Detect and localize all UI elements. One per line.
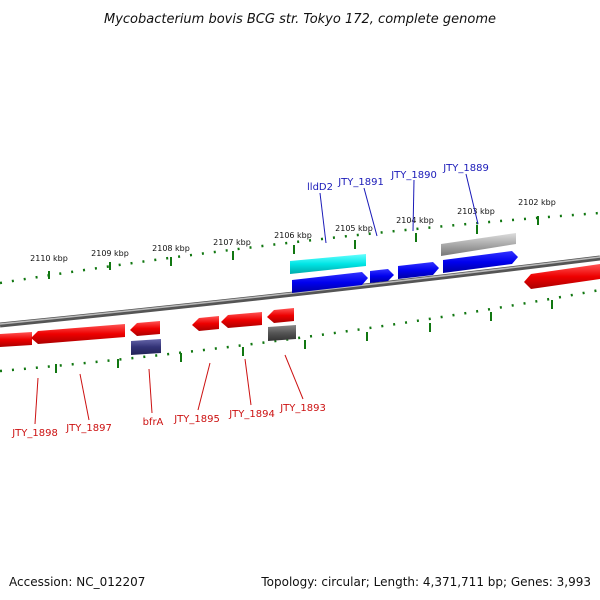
inner-tick-track [0,288,600,373]
outer-tick-track [0,211,600,285]
forward-label-leaders [319,173,479,244]
feature-jty-1891-cds[interactable] [370,269,394,283]
gene-label-jty-1890: JTY_1890 [390,170,437,181]
tick-label-2102: 2102 kbp [518,198,556,207]
gene-label-jty-1894: JTY_1894 [228,409,275,420]
gene-label-jty-1897: JTY_1897 [65,423,112,434]
tick-label-2107: 2107 kbp [213,238,251,247]
gene-label-lldd2: lldD2 [307,182,333,193]
gene-label-jty-1898: JTY_1898 [11,428,58,439]
gene-label-bfra: bfrA [143,417,164,428]
tick-label-2106: 2106 kbp [274,231,312,240]
reverse-strand-features [0,308,296,355]
gene-label-jty-1895: JTY_1895 [173,414,220,425]
feature-jty-1889-misc[interactable] [441,233,516,256]
outer-major-ticks [48,216,539,279]
feature-jty-1898-cds[interactable] [0,332,32,347]
feature-lldd2-rna[interactable] [290,254,366,274]
genome-backbone [0,255,600,328]
gene-label-jty-1893: JTY_1893 [279,403,326,414]
feature-jty-1895-cds[interactable] [192,316,219,331]
feature-jty-1894-cds[interactable] [221,312,262,328]
accession-text: Accession: NC_012207 [9,575,145,589]
gene-label-jty-1889: JTY_1889 [442,163,489,174]
feature-jty-1893-pseudo[interactable] [268,325,296,341]
tick-label-2108: 2108 kbp [152,244,190,253]
tick-label-2109: 2109 kbp [91,249,129,258]
feature-jty-1897-cds[interactable] [31,324,125,344]
forward-strand-features [290,233,518,293]
feature-bfra-cds[interactable] [130,321,160,336]
topology-text: Topology: circular; Length: 4,371,711 bp… [260,575,591,589]
tick-label-2104: 2104 kbp [396,216,434,225]
feature-bfra-other[interactable] [131,339,161,355]
feature-jty-1890-cds[interactable] [398,262,439,279]
tick-label-2110: 2110 kbp [30,254,68,263]
feature-jty-1889-cds[interactable] [443,251,518,273]
tick-label-2105: 2105 kbp [335,224,373,233]
feature-jty-1893-cds[interactable] [267,308,294,323]
reverse-label-leaders [34,354,304,425]
map-title: Mycobacterium bovis BCG str. Tokyo 172, … [104,12,496,27]
inner-major-ticks [55,300,553,373]
feature-right-edge-cds[interactable] [524,264,600,289]
feature-lldd2-cds[interactable] [292,272,368,293]
gene-label-jty-1891: JTY_1891 [337,177,384,188]
tick-label-2103: 2103 kbp [457,207,495,216]
